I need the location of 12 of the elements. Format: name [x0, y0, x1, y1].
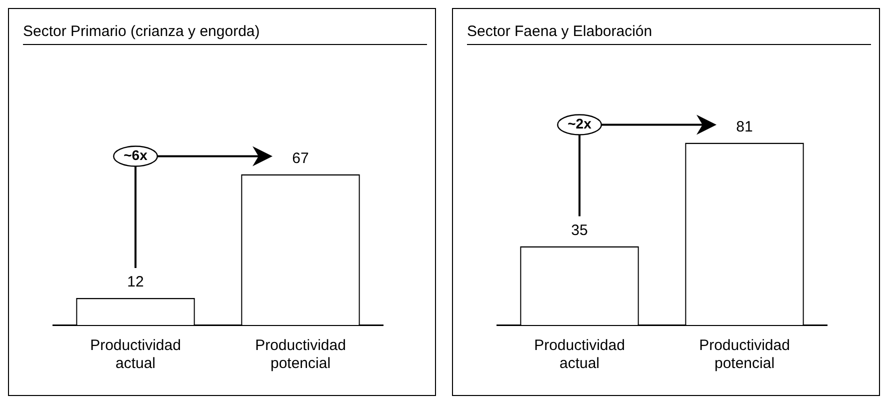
x-tick-label: Productividad actual — [534, 337, 625, 372]
text: ~6x — [124, 147, 148, 164]
data-label: 12 — [127, 274, 144, 291]
x-tick-label: Productividad actual — [90, 337, 181, 372]
x-tick-label: Productividad potencial — [255, 337, 346, 372]
data-label: 35 — [571, 222, 588, 239]
data-label: 67 — [292, 150, 309, 167]
x-tick-label: Productividad potencial — [699, 337, 790, 372]
chart-title: Sector Primario (crianza y engorda) — [23, 23, 427, 45]
text: ~2x — [568, 116, 592, 132]
data-label: 81 — [736, 118, 753, 136]
chart-title: Sector Faena y Elaboración — [467, 23, 871, 45]
